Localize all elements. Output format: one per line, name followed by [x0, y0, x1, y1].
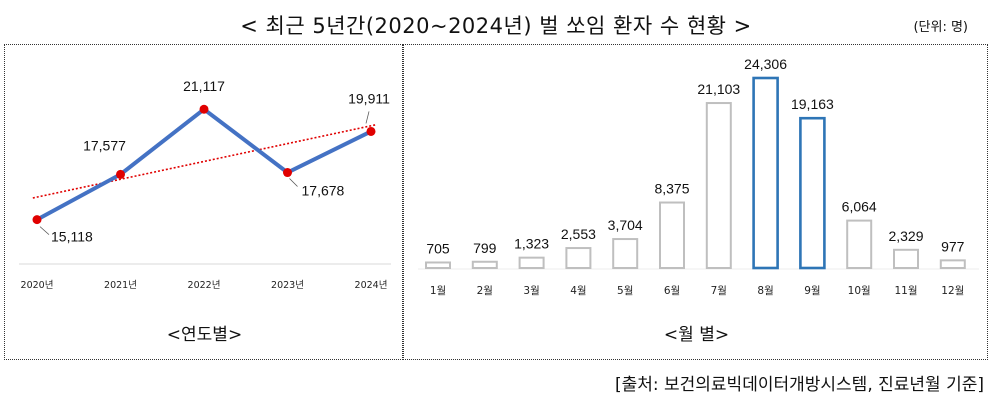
- x-tick-label: 9월: [804, 285, 820, 297]
- data-label: 15,118: [51, 229, 93, 245]
- data-point: [32, 215, 42, 225]
- data-label: 2,553: [561, 226, 596, 242]
- monthly-chart-panel: 705 1월 799 2월 1,323 3월 2,553 4월 3,704 5월 8,375 6월 21…: [403, 44, 988, 360]
- data-point: [116, 169, 125, 179]
- bar: [705, 102, 732, 269]
- data-label: 21,117: [183, 78, 225, 94]
- x-tick-label: 2024년: [355, 280, 388, 291]
- data-point: [199, 104, 209, 114]
- yearly-line-chart: 15,118 2020년 17,577 2021년 21,117 2022년 17,678 2…: [19, 78, 391, 291]
- series-line: [36, 106, 372, 222]
- bar: [893, 248, 919, 269]
- x-tick-label: 1월: [430, 285, 446, 297]
- x-tick-label: 11월: [894, 285, 917, 297]
- data-label: 24,306: [744, 56, 787, 72]
- x-tick-label: 6월: [664, 285, 680, 297]
- data-label: 705: [426, 240, 450, 256]
- yearly-chart-panel: 15,118 2020년 17,577 2021년 21,117 2022년 17,678 2…: [4, 44, 403, 360]
- bar: [565, 247, 592, 269]
- x-tick-label: 4월: [570, 285, 586, 297]
- x-tick-label: 2022년: [188, 280, 221, 291]
- leader-line: [365, 111, 370, 124]
- x-tick-label: 2021년: [104, 280, 137, 291]
- chart-title: < 최근 5년간(2020~2024년) 벌 쏘임 환자 수 현황 >: [240, 14, 752, 38]
- bar: [612, 238, 639, 270]
- data-label: 8,375: [654, 181, 689, 197]
- data-label: 17,577: [83, 137, 126, 153]
- data-label: 6,064: [842, 199, 877, 215]
- x-tick-label: 8월: [757, 285, 773, 297]
- leader-line: [289, 178, 298, 187]
- x-tick-label: 2020년: [21, 280, 54, 291]
- data-label: 21,103: [697, 81, 740, 97]
- x-tick-label: 12월: [941, 285, 964, 297]
- bar: [425, 261, 451, 269]
- x-tick-label: 10월: [848, 285, 871, 297]
- data-label: 799: [473, 240, 497, 256]
- source-note: [출처: 보건의료빅데이터개방시스템, 진료년월 기준]: [614, 375, 984, 395]
- data-label: 19,163: [791, 96, 834, 112]
- bar: [659, 201, 685, 269]
- bar: [799, 116, 826, 270]
- x-tick-label: 7월: [711, 285, 727, 297]
- x-tick-label: 2023년: [271, 280, 304, 291]
- data-point: [283, 168, 292, 178]
- bar: [939, 259, 966, 270]
- x-tick-label: 2월: [477, 285, 493, 297]
- bar: [846, 219, 873, 270]
- bar: [518, 256, 545, 270]
- data-label: 1,323: [514, 236, 549, 252]
- unit-label: (단위: 명): [913, 20, 968, 35]
- bar: [752, 76, 779, 270]
- data-label: 3,704: [608, 217, 643, 233]
- data-label: 977: [941, 238, 965, 254]
- data-label: 19,911: [348, 90, 390, 106]
- yearly-caption: <연도별>: [166, 325, 243, 345]
- data-label: 2,329: [888, 228, 923, 244]
- monthly-caption: <월 별>: [663, 325, 730, 345]
- data-point: [366, 126, 376, 136]
- leader-line: [39, 226, 50, 235]
- monthly-bar-chart: 705 1월 799 2월 1,323 3월 2,553 4월 3,704 5월 8,375 6월 21…: [418, 56, 979, 297]
- x-tick-label: 3월: [523, 285, 539, 297]
- bar: [471, 260, 498, 269]
- data-label: 17,678: [302, 183, 345, 199]
- x-tick-label: 5월: [617, 285, 633, 297]
